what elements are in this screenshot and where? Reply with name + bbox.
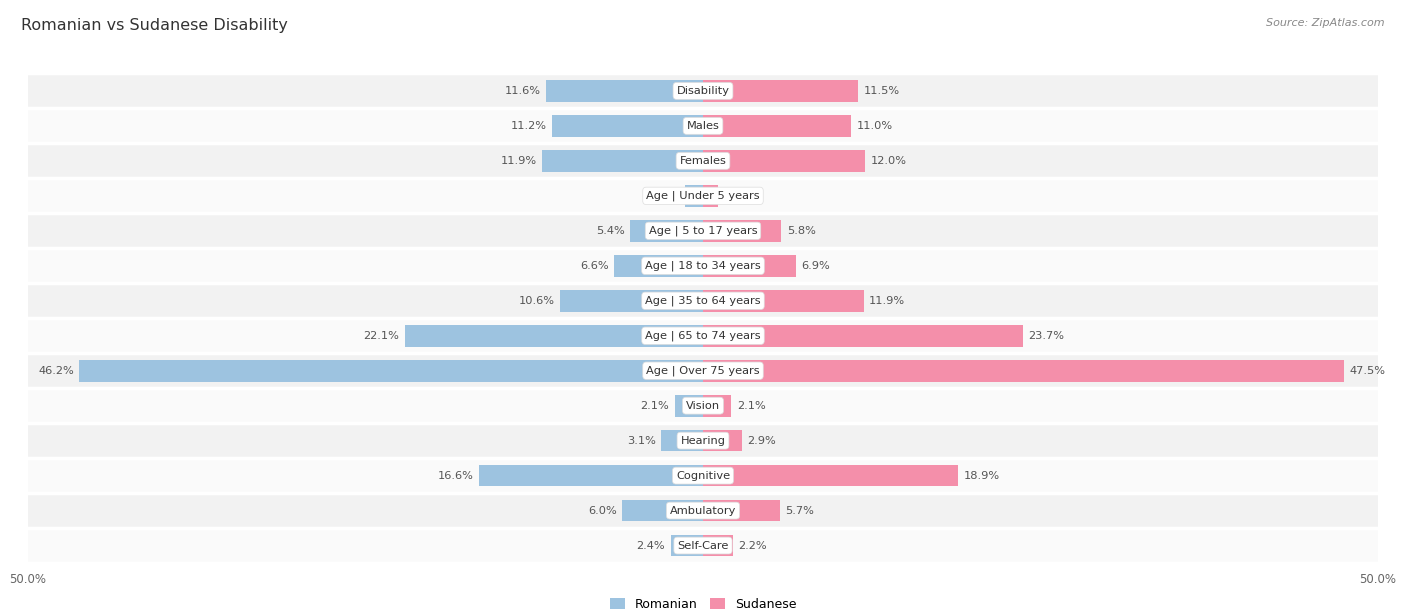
Text: Hearing: Hearing — [681, 436, 725, 446]
Text: Females: Females — [679, 156, 727, 166]
Bar — [703, 185, 718, 207]
Text: 22.1%: 22.1% — [363, 330, 399, 341]
Text: 11.2%: 11.2% — [510, 121, 547, 131]
Bar — [28, 353, 1378, 388]
Text: 12.0%: 12.0% — [870, 156, 907, 166]
Bar — [28, 214, 1378, 248]
Text: Disability: Disability — [676, 86, 730, 96]
Text: Cognitive: Cognitive — [676, 471, 730, 480]
Text: Age | 18 to 34 years: Age | 18 to 34 years — [645, 261, 761, 271]
Bar — [547, 80, 703, 102]
Bar — [28, 283, 1378, 318]
Text: 2.9%: 2.9% — [748, 436, 776, 446]
Text: 1.1%: 1.1% — [723, 191, 752, 201]
Bar — [543, 150, 703, 172]
Bar — [703, 255, 796, 277]
Bar — [630, 220, 703, 242]
Text: 5.7%: 5.7% — [786, 506, 814, 515]
Text: 11.6%: 11.6% — [505, 86, 541, 96]
Bar — [703, 150, 865, 172]
Bar — [28, 423, 1378, 458]
Bar — [703, 115, 852, 136]
Text: 16.6%: 16.6% — [437, 471, 474, 480]
Bar — [28, 248, 1378, 283]
Text: 47.5%: 47.5% — [1350, 366, 1385, 376]
Text: Vision: Vision — [686, 401, 720, 411]
Bar — [479, 465, 703, 487]
Text: Romanian vs Sudanese Disability: Romanian vs Sudanese Disability — [21, 18, 288, 34]
Bar — [703, 430, 742, 452]
Bar — [79, 360, 703, 381]
Bar — [703, 325, 1024, 346]
Text: Age | Over 75 years: Age | Over 75 years — [647, 365, 759, 376]
Bar — [703, 465, 957, 487]
Bar — [560, 290, 703, 312]
Bar — [405, 325, 703, 346]
Bar — [703, 290, 863, 312]
Text: 2.4%: 2.4% — [637, 540, 665, 551]
Bar — [621, 500, 703, 521]
Text: 11.5%: 11.5% — [863, 86, 900, 96]
Text: 46.2%: 46.2% — [38, 366, 75, 376]
Bar — [703, 80, 858, 102]
Text: Source: ZipAtlas.com: Source: ZipAtlas.com — [1267, 18, 1385, 28]
Text: 11.9%: 11.9% — [869, 296, 905, 306]
Bar — [703, 535, 733, 556]
Bar — [703, 360, 1344, 381]
Text: 3.1%: 3.1% — [627, 436, 655, 446]
Bar — [671, 535, 703, 556]
Bar — [28, 493, 1378, 528]
Bar — [703, 500, 780, 521]
Bar — [28, 528, 1378, 563]
Bar — [686, 185, 703, 207]
Text: Males: Males — [686, 121, 720, 131]
Bar — [28, 388, 1378, 423]
Bar — [551, 115, 703, 136]
Bar — [28, 318, 1378, 353]
Bar — [28, 458, 1378, 493]
Text: Age | 5 to 17 years: Age | 5 to 17 years — [648, 226, 758, 236]
Text: 11.0%: 11.0% — [856, 121, 893, 131]
Text: 18.9%: 18.9% — [963, 471, 1000, 480]
Text: 2.1%: 2.1% — [641, 401, 669, 411]
Bar — [28, 108, 1378, 143]
Text: 23.7%: 23.7% — [1028, 330, 1064, 341]
Text: Age | Under 5 years: Age | Under 5 years — [647, 190, 759, 201]
Bar — [703, 395, 731, 417]
Text: 6.6%: 6.6% — [579, 261, 609, 271]
Text: 5.4%: 5.4% — [596, 226, 624, 236]
Bar — [703, 220, 782, 242]
Bar — [661, 430, 703, 452]
Bar — [28, 178, 1378, 214]
Text: Self-Care: Self-Care — [678, 540, 728, 551]
Text: 1.3%: 1.3% — [651, 191, 681, 201]
Text: 6.9%: 6.9% — [801, 261, 831, 271]
Text: 6.0%: 6.0% — [588, 506, 617, 515]
Text: 5.8%: 5.8% — [787, 226, 815, 236]
Bar — [675, 395, 703, 417]
Bar — [28, 73, 1378, 108]
Text: Age | 65 to 74 years: Age | 65 to 74 years — [645, 330, 761, 341]
Text: Age | 35 to 64 years: Age | 35 to 64 years — [645, 296, 761, 306]
Text: 2.2%: 2.2% — [738, 540, 766, 551]
Text: 11.9%: 11.9% — [501, 156, 537, 166]
Bar — [614, 255, 703, 277]
Text: 10.6%: 10.6% — [519, 296, 554, 306]
Bar — [28, 143, 1378, 178]
Text: Ambulatory: Ambulatory — [669, 506, 737, 515]
Legend: Romanian, Sudanese: Romanian, Sudanese — [605, 592, 801, 612]
Text: 2.1%: 2.1% — [737, 401, 765, 411]
